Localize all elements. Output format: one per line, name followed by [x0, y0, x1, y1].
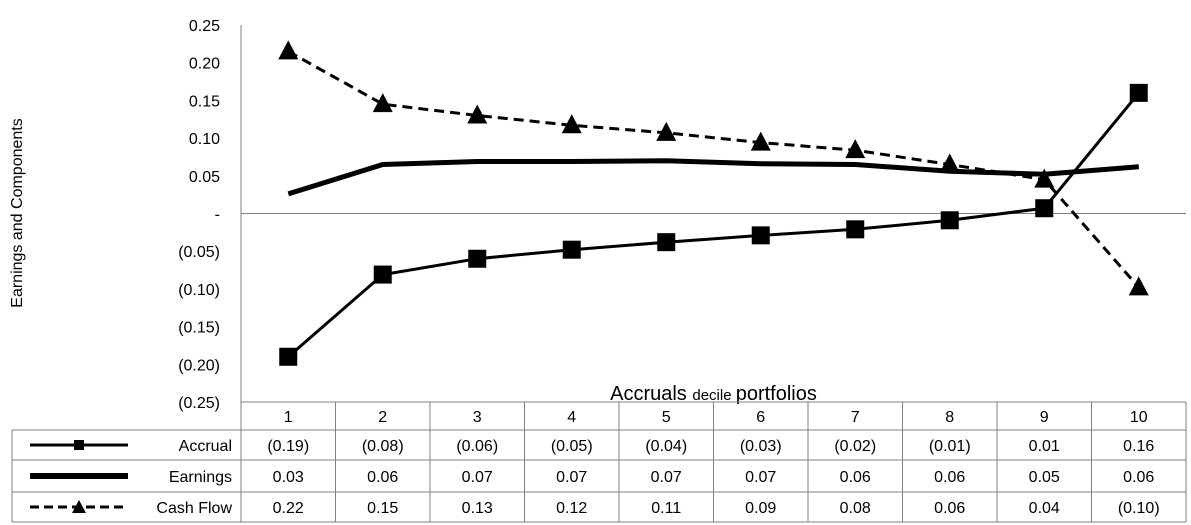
data-table-cell: 0.08	[840, 500, 871, 517]
y-axis-label: Earnings and Components	[9, 118, 26, 307]
accrual-marker	[562, 240, 581, 259]
accrual-marker	[1035, 199, 1054, 218]
accrual-marker	[940, 211, 959, 230]
data-table-cell: (0.03)	[740, 438, 782, 455]
accrual-marker	[846, 220, 865, 239]
x-tick-label: 10	[1130, 409, 1148, 426]
data-table-cell: (0.06)	[456, 438, 498, 455]
y-tick-label: (0.25)	[178, 395, 220, 412]
data-table-cell: 0.07	[462, 469, 493, 486]
y-tick-label: (0.05)	[178, 244, 220, 261]
data-table-cell: (0.02)	[834, 438, 876, 455]
y-axis-label-group: Earnings and Components	[9, 118, 26, 307]
data-table-cell: 0.06	[367, 469, 398, 486]
data-table-cell: (0.19)	[267, 438, 309, 455]
y-tick-label: (0.15)	[178, 320, 220, 337]
accrual-marker	[657, 233, 676, 252]
x-tick-label: 6	[756, 409, 765, 426]
legend-square-marker	[74, 440, 84, 450]
cash-flow-marker	[750, 131, 771, 151]
data-table-cell: (0.01)	[929, 438, 971, 455]
x-tick-label: 5	[662, 409, 671, 426]
data-table-cell: 0.01	[1029, 438, 1060, 455]
y-tick-label: 0.10	[189, 131, 220, 148]
series-line-cash-flow	[287, 50, 1140, 289]
cash-flow-marker	[372, 93, 393, 113]
legend-label: Earnings	[169, 469, 232, 486]
x-axis-label-main: Accruals	[610, 383, 692, 405]
y-tick-label: 0.20	[189, 56, 220, 73]
x-tick-label: 2	[378, 409, 387, 426]
data-table-cell: 0.06	[1123, 469, 1154, 486]
data-table-cell: 0.05	[1029, 469, 1060, 486]
data-table-cell: (0.10)	[1118, 500, 1160, 517]
series-line-earnings	[287, 158, 1139, 197]
cash-flow-marker	[845, 139, 866, 159]
series-line-accrual	[287, 91, 1140, 358]
data-table-cell: 0.03	[273, 469, 304, 486]
series-markers	[278, 40, 1149, 366]
legend-label: Cash Flow	[156, 500, 232, 517]
x-axis-label: Accruals decile portfolios	[610, 383, 817, 405]
x-axis-label-tail: portfolios	[736, 383, 817, 405]
data-table-text: 1 2 3 4 5 6 7 8 9 10 Accrual (0.19) (0.08) (0.06) (0.0…	[30, 409, 1160, 517]
data-table-grid	[11, 401, 1187, 523]
accrual-marker	[373, 265, 392, 284]
legend-triangle-marker	[72, 500, 86, 513]
y-tick-label: 0.05	[189, 169, 220, 186]
accrual-marker	[1129, 83, 1148, 102]
data-table-cell: 0.06	[934, 500, 965, 517]
data-table-cell: 0.04	[1029, 500, 1060, 517]
cash-flow-marker	[561, 114, 582, 134]
cash-flow-marker	[278, 40, 299, 60]
data-table-cell: 0.06	[840, 469, 871, 486]
cash-flow-marker	[1128, 276, 1149, 296]
data-table-cell: 0.13	[462, 500, 493, 517]
data-table-cell: 0.07	[556, 469, 587, 486]
axes	[240, 25, 1186, 402]
data-table-cell: 0.06	[934, 469, 965, 486]
accrual-marker	[279, 347, 298, 366]
accrual-marker	[751, 226, 770, 245]
data-table-cell: 0.09	[745, 500, 776, 517]
data-table-cell: 0.12	[556, 500, 587, 517]
data-table-cell: 0.11	[651, 500, 681, 517]
x-tick-label: 4	[567, 409, 576, 426]
cash-flow-marker	[939, 153, 960, 173]
accrual-marker	[468, 249, 487, 268]
data-table-cell: (0.04)	[645, 438, 687, 455]
legend-label: Accrual	[179, 438, 232, 455]
cash-flow-marker	[656, 121, 677, 141]
y-axis-ticks: 0.25 0.20 0.15 0.10 0.05 - (0.05) (0.10) (0.15) (…	[178, 18, 220, 412]
data-table-cell: 0.07	[745, 469, 776, 486]
x-tick-label: 3	[473, 409, 482, 426]
x-tick-label: 7	[851, 409, 860, 426]
y-tick-label: 0.25	[189, 18, 220, 35]
cash-flow-marker	[467, 104, 488, 124]
data-table-cell: (0.08)	[362, 438, 404, 455]
y-tick-label: 0.15	[189, 93, 220, 110]
data-table-cell: (0.05)	[551, 438, 593, 455]
data-table-cell: 0.22	[273, 500, 304, 517]
y-tick-label: -	[215, 207, 220, 224]
x-axis-label-small: decile	[692, 387, 735, 404]
legend-key	[30, 440, 128, 450]
x-tick-label: 9	[1040, 409, 1049, 426]
series-lines	[287, 50, 1140, 358]
y-tick-label: (0.10)	[178, 282, 220, 299]
cash-flow-marker	[1034, 168, 1055, 188]
y-tick-label: (0.20)	[178, 357, 220, 374]
data-table-cell: 0.16	[1123, 438, 1154, 455]
x-axis-label-group: Accruals decile portfolios	[610, 383, 817, 405]
data-table-cell: 0.07	[651, 469, 682, 486]
legend-key	[30, 500, 128, 513]
data-table-cell: 0.15	[367, 500, 398, 517]
x-tick-label: 8	[945, 409, 954, 426]
x-tick-label: 1	[284, 409, 293, 426]
